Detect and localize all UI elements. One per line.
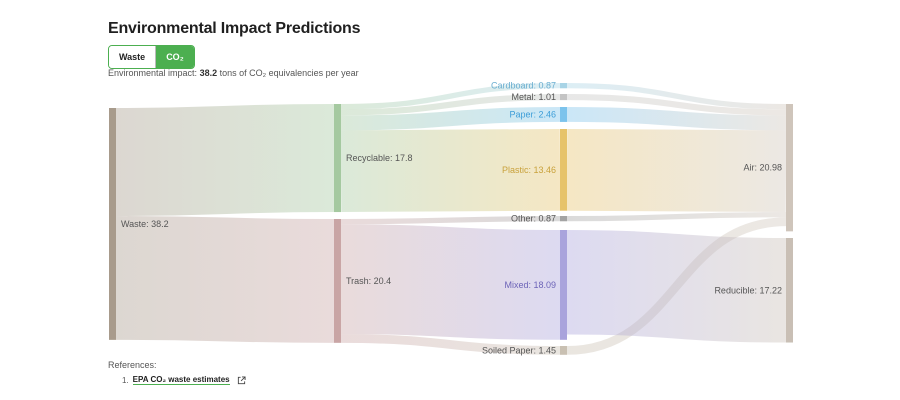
node-label-mixed: Mixed: 18.09 [504, 280, 556, 290]
link-waste-to-recyclable [115, 104, 335, 217]
sankey-nodes: Waste: 38.2 Recyclable: 17.8 Trash: 20.4 Ca… [109, 81, 793, 355]
node-label-soiled: Soiled Paper: 1.45 [482, 345, 556, 355]
impact-summary-value: 38.2 [199, 68, 218, 78]
impact-summary: Environmental impact: 38.2 tons of CO₂ e… [108, 68, 359, 78]
external-link-icon[interactable] [237, 375, 246, 385]
link-metal-to-air [566, 94, 787, 116]
node-label-trash: Trash: 20.4 [346, 276, 391, 286]
node-waste[interactable] [109, 108, 116, 340]
reference-number: 1. [122, 375, 129, 385]
link-trash-to-soiled [340, 334, 561, 355]
node-plastic[interactable] [560, 129, 567, 211]
node-recyclable[interactable] [334, 104, 341, 213]
co2-toggle-button[interactable]: CO₂ [156, 46, 194, 68]
node-mixed[interactable] [560, 230, 567, 340]
link-trash-to-mixed [340, 224, 561, 340]
node-metal[interactable] [560, 94, 567, 101]
node-label-cardboard: Cardboard: 0.87 [491, 81, 556, 91]
impact-summary-prefix: Environmental impact: [108, 68, 198, 78]
link-cardboard-to-air [566, 82, 787, 110]
node-label-paper: Paper: 2.46 [509, 109, 556, 119]
link-recyclable-to-plastic [340, 128, 561, 213]
waste-toggle-button[interactable]: Waste [109, 46, 157, 68]
page-title: Environmental Impact Predictions [108, 20, 361, 37]
link-recyclable-to-cardboard [340, 82, 561, 110]
node-trash[interactable] [334, 219, 341, 343]
node-air[interactable] [786, 104, 793, 232]
node-soiled[interactable] [560, 346, 567, 355]
link-plastic-to-air [566, 128, 787, 213]
node-label-air: Air: 20.98 [743, 163, 782, 173]
reference-item: 1. EPA CO₂ waste estimates [122, 375, 246, 385]
link-paper-to-air [566, 106, 787, 131]
link-recyclable-to-paper [340, 106, 561, 131]
link-waste-to-trash [115, 216, 335, 343]
link-recyclable-to-metal [340, 94, 561, 116]
link-mixed-to-reducible [566, 230, 787, 343]
node-paper[interactable] [560, 107, 567, 122]
node-label-reducible: Reducible: 17.22 [714, 285, 782, 295]
link-other-to-air [566, 212, 787, 222]
impact-summary-suffix: tons of CO₂ equivalencies per year [219, 68, 359, 78]
node-label-plastic: Plastic: 13.46 [502, 165, 556, 175]
node-label-other: Other: 0.87 [511, 214, 556, 224]
node-cardboard[interactable] [560, 83, 567, 89]
node-label-metal: Metal: 1.01 [511, 92, 556, 102]
epa-reference-link[interactable]: EPA CO₂ waste estimates [132, 375, 230, 385]
unit-toggle: Waste CO₂ [108, 45, 195, 69]
references-heading: References: [108, 360, 157, 370]
sankey-links [115, 82, 787, 355]
node-label-recyclable: Recyclable: 17.8 [346, 153, 413, 163]
node-reducible[interactable] [786, 238, 793, 343]
node-other[interactable] [560, 216, 567, 222]
link-trash-to-other [340, 215, 561, 225]
node-label-waste: Waste: 38.2 [121, 219, 169, 229]
